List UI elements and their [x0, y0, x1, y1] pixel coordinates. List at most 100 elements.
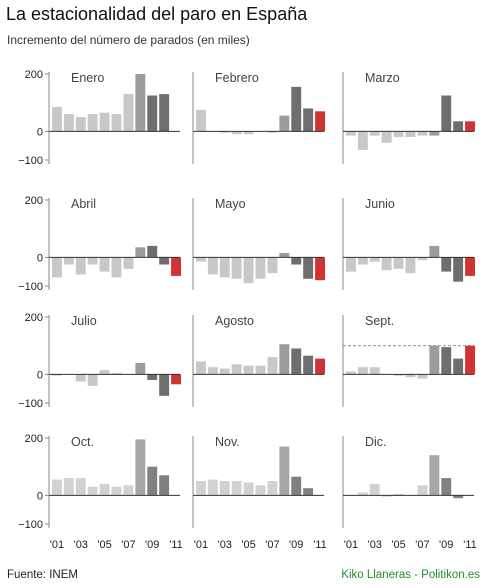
x-tick-label: '11 — [169, 539, 183, 551]
bar — [417, 131, 428, 136]
bar — [315, 111, 325, 132]
bar — [303, 108, 314, 132]
bar — [346, 257, 356, 272]
y-tick-label: −100 — [18, 519, 43, 531]
bar — [453, 495, 464, 499]
bar — [369, 367, 380, 375]
bar — [346, 371, 356, 375]
bar — [171, 374, 181, 385]
bar — [135, 74, 146, 132]
x-tick-label: '01 — [50, 539, 64, 551]
bar — [255, 365, 266, 375]
bar — [75, 478, 86, 496]
bar — [381, 257, 392, 271]
x-tick-label: '05 — [391, 539, 405, 551]
bar — [255, 485, 266, 496]
bar — [441, 347, 452, 375]
bar — [243, 257, 254, 284]
bar — [219, 131, 230, 133]
x-tick-label: '09 — [439, 539, 453, 551]
bar — [291, 476, 302, 496]
x-tick-label: '01 — [194, 539, 208, 551]
bar — [267, 257, 278, 274]
bar — [453, 358, 464, 375]
bar — [63, 257, 74, 265]
bar — [63, 114, 74, 132]
bar — [196, 109, 206, 132]
bar — [279, 253, 290, 258]
bar — [111, 257, 122, 278]
bar — [393, 131, 404, 137]
chart-subtitle: Incremento del número de parados (en mil… — [7, 33, 250, 47]
bar — [75, 257, 86, 275]
bar — [207, 367, 218, 375]
y-tick-label: 0 — [37, 252, 43, 264]
bar — [111, 114, 122, 132]
bar — [393, 493, 404, 496]
panel-title: Dic. — [365, 435, 387, 449]
bar — [291, 348, 302, 375]
y-tick-label: 0 — [37, 490, 43, 502]
bar — [135, 362, 146, 375]
bar — [369, 131, 380, 136]
bar — [357, 257, 368, 265]
bar — [63, 478, 74, 496]
bar — [315, 358, 325, 375]
bar — [231, 364, 242, 375]
y-tick-label: 200 — [25, 69, 43, 81]
x-tick-label: '11 — [313, 539, 327, 551]
panel-title: Oct. — [71, 435, 94, 449]
bar — [291, 257, 302, 265]
bar — [207, 479, 218, 496]
bar — [52, 374, 62, 376]
bar — [135, 247, 146, 258]
bar — [429, 455, 440, 496]
bar — [357, 492, 368, 496]
x-tick-label: '05 — [97, 539, 111, 551]
bar — [369, 483, 380, 496]
bar — [417, 257, 428, 261]
chart-title: La estacionalidad del paro en España — [6, 4, 308, 24]
x-tick-label: '07 — [121, 539, 135, 551]
y-tick-label: 0 — [37, 369, 43, 381]
bar — [303, 257, 314, 279]
y-tick-label: −100 — [18, 398, 43, 410]
bar — [159, 257, 170, 265]
bar — [267, 481, 278, 496]
bar — [87, 257, 98, 265]
bar — [99, 112, 110, 132]
bar — [75, 374, 86, 382]
bar — [441, 95, 452, 132]
y-tick-label: 200 — [25, 433, 43, 445]
bar — [429, 245, 440, 258]
bar — [243, 365, 254, 375]
bar — [52, 107, 62, 132]
y-tick-label: 200 — [25, 312, 43, 324]
bar — [123, 485, 134, 496]
bar — [465, 345, 475, 375]
bar — [231, 481, 242, 496]
bar — [393, 257, 404, 269]
panel-title: Mayo — [215, 197, 246, 211]
bar — [123, 94, 134, 132]
bar — [171, 257, 181, 276]
bar — [381, 131, 392, 143]
panel-title: Abril — [71, 197, 96, 211]
bar — [279, 115, 290, 132]
x-tick-label: '11 — [463, 539, 477, 551]
panel-title: Julio — [71, 314, 97, 328]
bar — [405, 131, 416, 137]
bar — [357, 367, 368, 375]
source-note: Fuente: INEM — [7, 569, 78, 581]
bar — [417, 374, 428, 379]
bar — [453, 121, 464, 132]
bar — [267, 131, 278, 133]
bar — [453, 257, 464, 282]
y-tick-label: −100 — [18, 155, 43, 167]
bar — [147, 95, 158, 132]
y-tick-label: 0 — [37, 126, 43, 138]
bar — [196, 361, 206, 375]
bar — [219, 481, 230, 496]
bar — [417, 485, 428, 496]
